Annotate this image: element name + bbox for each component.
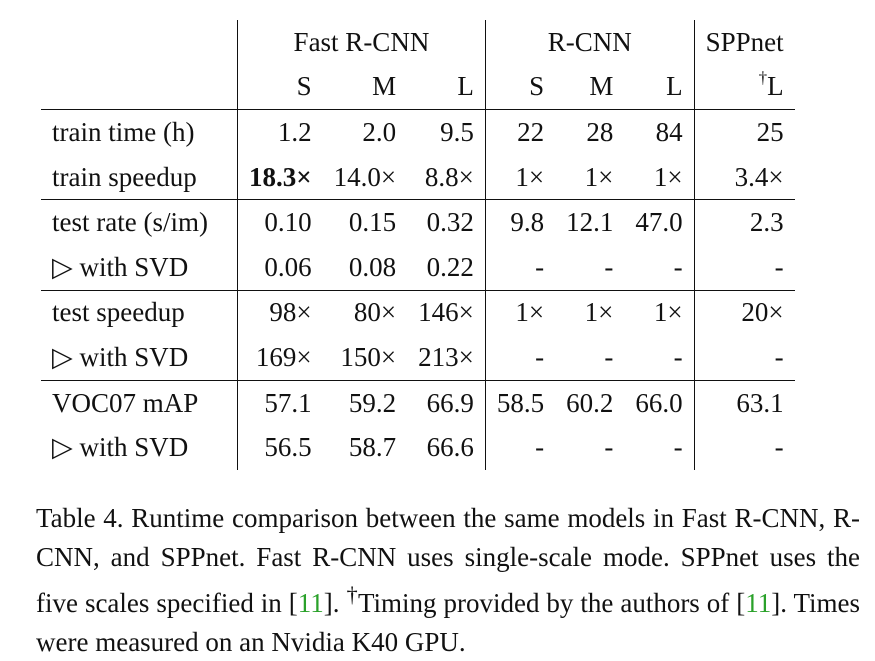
corner-cell: [41, 20, 238, 65]
caption-text: Timing provided by the authors of [: [357, 588, 746, 618]
table-cell: -: [693, 425, 795, 470]
table-cell: 150×: [340, 341, 397, 372]
table-cell: -: [604, 251, 614, 282]
table-cell: 1×: [624, 289, 695, 336]
table-cell: 0.22: [426, 251, 474, 282]
table-cell: 1×: [555, 289, 625, 336]
group-rcnn: R-CNN: [484, 20, 695, 65]
table-row: VOC07 mAP 57.1 59.2 66.9 58.5 60.2 66.0 …: [41, 379, 795, 426]
table-cell: 2.3: [693, 199, 795, 245]
table-cell: 169×: [236, 335, 323, 381]
table-cell: 63.1: [693, 379, 795, 426]
table-cell: 146×: [407, 289, 486, 336]
row-label: ▷ with SVD: [52, 341, 189, 372]
table-cell: 0.08: [348, 251, 397, 282]
runtime-comparison-table: Fast R-CNN R-CNN SPPnet S M L S M L †L t…: [41, 20, 795, 470]
table-cell: 22: [484, 109, 556, 155]
table-cell: 56.5: [236, 425, 323, 470]
table-cell: 0.06: [236, 244, 323, 291]
row-label: test speedup: [41, 289, 238, 336]
table-cell: 84: [624, 109, 695, 155]
table-caption: Table 4. Runtime comparison between the …: [36, 499, 860, 661]
table-cell: 25: [693, 109, 795, 155]
table-cell: 1.2: [236, 109, 323, 155]
table-cell: 14.0×: [333, 161, 397, 192]
scale-header-row: S M L S M L †L: [41, 64, 795, 110]
caption-text: ].: [323, 588, 347, 618]
table-cell: 59.2: [322, 379, 408, 426]
table-cell: -: [484, 244, 556, 291]
table-cell: 2.0: [322, 109, 408, 155]
row-label: ▷ with SVD: [52, 251, 189, 282]
scale-header-label: L: [767, 71, 784, 102]
table-cell: -: [673, 251, 683, 282]
table-cell: 58.5: [484, 379, 556, 426]
caption-text: Table 4. Runtime comparison between the …: [36, 503, 860, 618]
table-cell: 47.0: [624, 199, 695, 245]
row-label: train time (h): [41, 109, 238, 155]
row-label: test rate (s/im): [41, 199, 238, 245]
table-cell: 0.32: [407, 199, 486, 245]
corner-cell: [41, 65, 238, 110]
table-cell: -: [673, 341, 683, 372]
row-label: train speedup: [52, 161, 197, 192]
citation-link[interactable]: 11: [297, 588, 324, 618]
table-row: ▷ with SVD 56.5 58.7 66.6 - - - -: [41, 425, 795, 470]
table-cell: 1×: [484, 289, 556, 336]
table-cell: 58.7: [348, 432, 397, 463]
table-cell: 213×: [418, 341, 474, 372]
dagger-mark: †: [758, 68, 768, 88]
table-cell: 9.5: [407, 109, 486, 155]
table-row: train time (h) 1.2 2.0 9.5 22 28 84 25: [41, 109, 795, 155]
scale-header: S: [236, 64, 323, 110]
row-label: ▷ with SVD: [52, 432, 189, 463]
table-cell: -: [484, 425, 556, 470]
table-cell: -: [484, 335, 556, 381]
table-row: test speedup 98× 80× 146× 1× 1× 1× 20×: [41, 289, 795, 336]
table-cell: 18.3×: [236, 154, 323, 200]
table-row: train speedup 18.3× 14.0× 8.8× 1× 1× 1× …: [41, 154, 795, 200]
table-cell: 66.0: [624, 379, 695, 426]
table-cell: 98×: [236, 289, 323, 336]
table-cell: 8.8×: [424, 161, 474, 192]
citation-link[interactable]: 11: [745, 588, 772, 618]
table-cell: 20×: [693, 289, 795, 336]
table-cell: 0.15: [322, 199, 408, 245]
table-cell: 1×: [653, 161, 683, 192]
table-cell: 66.9: [407, 379, 486, 426]
row-label: VOC07 mAP: [41, 379, 238, 426]
group-fast-rcnn: Fast R-CNN: [237, 20, 486, 65]
table-cell: 80×: [322, 289, 408, 336]
table-cell: -: [673, 432, 683, 463]
table-cell: -: [693, 244, 795, 291]
table-cell: 1×: [584, 161, 614, 192]
scale-header: S: [484, 64, 556, 110]
table-cell: 66.6: [426, 432, 474, 463]
group-header-row: Fast R-CNN R-CNN SPPnet: [41, 20, 795, 65]
table-cell: 60.2: [555, 379, 625, 426]
table-cell: 3.4×: [693, 154, 795, 200]
group-sppnet: SPPnet: [693, 20, 795, 65]
scale-header: M: [589, 71, 614, 102]
table-cell-value: 18.3×: [249, 161, 312, 192]
scale-header: L: [457, 71, 474, 102]
table-cell: 28: [555, 109, 625, 155]
table-row: test rate (s/im) 0.10 0.15 0.32 9.8 12.1…: [41, 199, 795, 245]
table-cell: 0.10: [236, 199, 323, 245]
table-cell: 57.1: [236, 379, 323, 426]
table-row: ▷ with SVD 169× 150× 213× - - - -: [41, 335, 795, 381]
table-cell: 1×: [484, 154, 556, 200]
table-cell: -: [693, 335, 795, 381]
table-cell: 12.1: [555, 199, 625, 245]
scale-header: †L: [693, 64, 795, 110]
table-row: ▷ with SVD 0.06 0.08 0.22 - - - -: [41, 244, 795, 291]
dagger-mark: †: [346, 582, 358, 607]
table-cell: -: [604, 341, 614, 372]
scale-header: M: [372, 71, 397, 102]
scale-header: L: [666, 71, 683, 102]
table-cell: 9.8: [484, 199, 556, 245]
table-cell: -: [604, 432, 614, 463]
